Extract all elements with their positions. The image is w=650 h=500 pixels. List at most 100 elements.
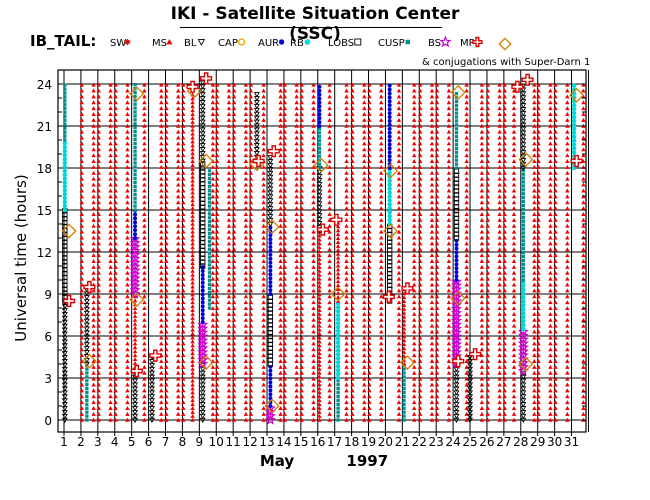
data-point-sw — [231, 276, 237, 281]
data-point-cusp — [402, 383, 406, 387]
data-point-sw — [175, 388, 181, 393]
data-point-sw — [282, 353, 287, 358]
data-point-aur — [454, 262, 459, 267]
data-point-bs — [450, 311, 463, 322]
data-point-lobs — [200, 169, 206, 175]
data-point-sw — [553, 259, 558, 263]
data-point-sw — [108, 200, 113, 205]
data-point-sw — [327, 123, 332, 128]
data-point-aur — [268, 272, 273, 277]
data-point-aur — [454, 238, 459, 243]
data-point-sw — [294, 276, 299, 281]
data-point-sw — [278, 288, 283, 293]
data-point-lobs — [62, 219, 68, 226]
data-point-sw — [479, 264, 485, 269]
data-point-ms — [190, 170, 195, 175]
data-point-sw — [434, 417, 440, 422]
data-point-sw — [350, 182, 355, 187]
data-point-sw — [311, 135, 316, 140]
data-point-cusp — [521, 231, 525, 235]
data-point-sw — [485, 176, 490, 181]
data-point-sw — [327, 235, 332, 240]
data-point-ms — [401, 326, 407, 331]
data-point-sw — [548, 388, 553, 393]
data-point-sw — [362, 253, 367, 258]
data-point-sw — [125, 276, 130, 281]
data-point-sw — [214, 376, 220, 381]
data-point-cusp — [454, 103, 459, 107]
data-point-sw — [96, 159, 101, 164]
data-point-sw — [210, 388, 216, 393]
data-point-sw — [91, 217, 96, 222]
data-point-cusp — [207, 255, 212, 259]
data-point-ms — [335, 255, 341, 260]
data-point-sw — [396, 406, 402, 410]
data-point-sw — [79, 259, 84, 263]
data-point-bs — [129, 288, 141, 299]
data-point-sw — [344, 317, 349, 322]
data-point-ms — [190, 264, 195, 269]
data-point-bs — [129, 245, 141, 256]
data-point-rb — [62, 152, 68, 158]
data-point-sw — [294, 253, 299, 258]
x-tick-label: 7 — [162, 435, 170, 449]
data-point-sw — [565, 182, 570, 187]
data-point-bs — [129, 252, 141, 264]
data-point-sw — [497, 359, 502, 363]
data-point-sw — [412, 259, 417, 263]
data-point-sw — [261, 176, 266, 181]
data-point-sw — [108, 241, 113, 246]
data-point-sw — [565, 317, 570, 322]
data-point-sw — [96, 335, 101, 340]
data-point-sw — [226, 406, 232, 410]
data-point-sw — [311, 100, 316, 105]
data-point-sw — [243, 94, 249, 99]
data-point-sw — [536, 306, 541, 311]
data-point-sw — [108, 106, 113, 111]
data-point-ms — [190, 359, 195, 363]
data-point-sw — [261, 241, 266, 246]
x-tick-label: 29 — [530, 435, 545, 449]
data-point-sw — [502, 182, 507, 187]
data-point-sw — [502, 188, 507, 193]
data-point-sw — [125, 376, 130, 381]
data-point-sw — [159, 100, 164, 105]
data-point-sw — [125, 170, 130, 175]
data-point-cusp — [521, 180, 525, 184]
data-point-sw — [91, 406, 96, 410]
data-point-sw — [479, 388, 485, 393]
data-point-sw — [243, 153, 249, 158]
data-point-rb — [521, 326, 526, 332]
data-point-sw — [367, 406, 372, 410]
data-point-sw — [367, 253, 372, 258]
data-point-sw — [464, 370, 469, 375]
data-point-sw — [396, 335, 402, 340]
data-point-sw — [536, 300, 541, 305]
data-point-sw — [362, 229, 367, 234]
data-point-mp — [382, 290, 395, 303]
data-point-cusp — [207, 267, 212, 271]
data-point-sw — [248, 241, 254, 246]
data-point-sw — [108, 394, 113, 399]
data-point-sw — [248, 282, 254, 287]
data-point-sw — [226, 112, 232, 116]
data-point-sw — [175, 370, 181, 375]
data-point-sw — [497, 306, 502, 311]
data-point-sw — [396, 376, 402, 381]
data-point-sw — [553, 141, 558, 146]
data-point-sw — [311, 229, 316, 234]
data-point-sw — [553, 247, 558, 252]
data-point-sw — [214, 82, 220, 87]
data-point-sw — [299, 341, 304, 346]
data-point-sw — [181, 141, 186, 146]
data-point-sw — [350, 323, 355, 328]
data-point-sw — [96, 206, 101, 211]
data-point-mp — [511, 80, 524, 93]
data-point-sw — [464, 135, 469, 140]
data-point-sw — [214, 270, 220, 275]
data-point-lobs — [62, 278, 68, 285]
data-point-sw — [248, 229, 254, 234]
data-point-sw — [261, 264, 266, 269]
data-point-sw — [581, 247, 586, 252]
data-point-sw — [367, 123, 372, 128]
